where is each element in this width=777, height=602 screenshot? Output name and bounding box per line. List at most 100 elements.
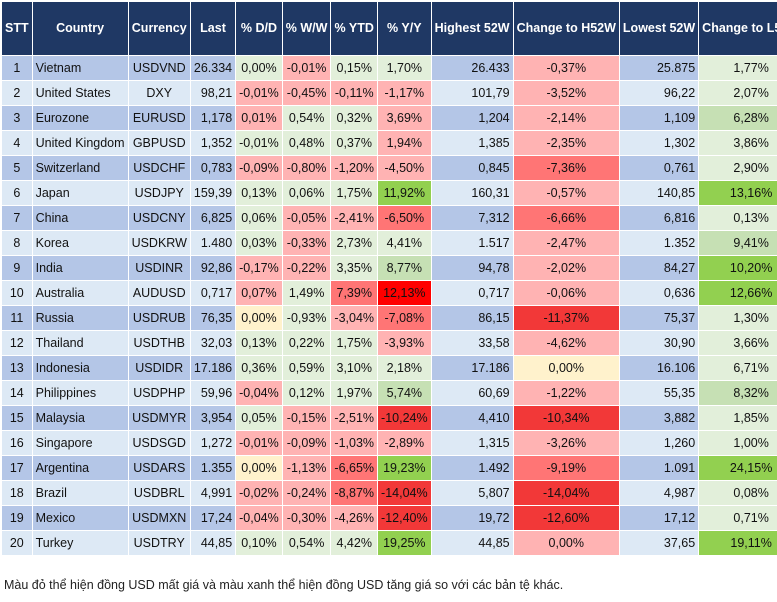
cell-last: 1.355 (189, 455, 237, 481)
cell-high: 60,69 (430, 380, 514, 406)
cell-ww: 0,06% (281, 180, 332, 206)
cell-last: 92,86 (189, 255, 237, 281)
cell-chh: -3,26% (512, 430, 620, 456)
cell-ww: 1,49% (281, 280, 332, 306)
cell-low: 6,816 (618, 205, 700, 231)
cell-stt: 11 (1, 305, 33, 331)
cell-country: Thailand (31, 330, 129, 356)
cell-yy: 5,74% (377, 380, 432, 406)
cell-high: 33,58 (430, 330, 514, 356)
cell-ww: -0,01% (281, 55, 332, 81)
cell-chh: -2,47% (512, 230, 620, 256)
cell-chh: -0,57% (512, 180, 620, 206)
cell-country: Vietnam (31, 55, 129, 81)
table-row: 12 Thailand USDTHB 32,03 0,13% 0,22% 1,75% -3,9… (1, 330, 777, 356)
cell-ytd: 3,10% (330, 355, 379, 381)
cell-low: 16.106 (618, 355, 700, 381)
cell-high: 86,15 (430, 305, 514, 331)
cell-yy: -1,17% (377, 80, 432, 106)
cell-country: Australia (31, 280, 129, 306)
cell-currency: USDRUB (127, 305, 191, 331)
cell-dd: -0,01% (235, 130, 283, 156)
cell-chl: 0,71% (698, 505, 777, 531)
cell-ytd: -8,87% (330, 480, 379, 506)
cell-currency: AUDUSD (127, 280, 191, 306)
cell-yy: 2,18% (377, 355, 432, 381)
cell-country: China (31, 205, 129, 231)
cell-high: 4,410 (430, 405, 514, 431)
cell-currency: USDSGD (127, 430, 191, 456)
cell-ytd: -2,51% (330, 405, 379, 431)
table-row: 17 Argentina USDARS 1.355 0,00% -1,13% -6,65% 1… (1, 455, 777, 481)
cell-ww: 0,54% (281, 530, 332, 556)
cell-currency: USDMXN (127, 505, 191, 531)
cell-currency: DXY (127, 80, 191, 106)
cell-dd: 0,05% (235, 405, 283, 431)
cell-yy: 3,69% (377, 105, 432, 131)
cell-stt: 12 (1, 330, 33, 356)
cell-high: 94,78 (430, 255, 514, 281)
cell-dd: 0,13% (235, 180, 283, 206)
cell-dd: 0,07% (235, 280, 283, 306)
cell-country: Brazil (31, 480, 129, 506)
cell-currency: USDTHB (127, 330, 191, 356)
cell-yy: -14,04% (377, 480, 432, 506)
cell-ww: 0,22% (281, 330, 332, 356)
cell-chl: 24,15% (698, 455, 777, 481)
cell-ytd: 1,97% (330, 380, 379, 406)
cell-chl: 6,28% (698, 105, 777, 131)
cell-currency: USDPHP (127, 380, 191, 406)
cell-last: 1,272 (189, 430, 237, 456)
cell-chl: 0,08% (698, 480, 777, 506)
cell-stt: 13 (1, 355, 33, 381)
cell-chh: -2,35% (512, 130, 620, 156)
cell-low: 4,987 (618, 480, 700, 506)
cell-country: Eurozone (31, 105, 129, 131)
cell-ytd: 4,42% (330, 530, 379, 556)
cell-stt: 1 (1, 55, 33, 81)
cell-chl: 2,90% (698, 155, 777, 181)
table-row: 8 Korea USDKRW 1.480 0,03% -0,33% 2,73% 4,41% 1.… (1, 230, 777, 256)
cell-chl: 1,30% (698, 305, 777, 331)
cell-last: 0,717 (189, 280, 237, 306)
cell-high: 7,312 (430, 205, 514, 231)
cell-ytd: -2,41% (330, 205, 379, 231)
cell-yy: -10,24% (377, 405, 432, 431)
cell-ww: -0,15% (281, 405, 332, 431)
cell-dd: 0,00% (235, 455, 283, 481)
cell-low: 1,109 (618, 105, 700, 131)
cell-chh: 0,00% (512, 355, 620, 381)
table-row: 5 Switzerland USDCHF 0,783 -0,09% -0,80% -1,20… (1, 155, 777, 181)
cell-dd: 0,06% (235, 205, 283, 231)
table-row: 6 Japan USDJPY 159,39 0,13% 0,06% 1,75% 11,92% 1… (1, 180, 777, 206)
cell-yy: 19,25% (377, 530, 432, 556)
cell-ytd: -0,11% (330, 80, 379, 106)
cell-chl: 1,00% (698, 430, 777, 456)
cell-stt: 8 (1, 230, 33, 256)
cell-country: Malaysia (31, 405, 129, 431)
cell-currency: GBPUSD (127, 130, 191, 156)
cell-dd: -0,17% (235, 255, 283, 281)
table-row: 19 Mexico USDMXN 17,24 -0,04% -0,30% -4,26% -12… (1, 505, 777, 531)
cell-ytd: 0,15% (330, 55, 379, 81)
cell-stt: 20 (1, 530, 33, 556)
column-header: % D/D (235, 1, 283, 56)
cell-dd: 0,13% (235, 330, 283, 356)
cell-stt: 19 (1, 505, 33, 531)
cell-ww: -0,93% (281, 305, 332, 331)
cell-chh: -10,34% (512, 405, 620, 431)
cell-high: 1,204 (430, 105, 514, 131)
cell-low: 96,22 (618, 80, 700, 106)
cell-country: Singapore (31, 430, 129, 456)
cell-chh: -6,66% (512, 205, 620, 231)
table-row: 7 China USDCNY 6,825 0,06% -0,05% -2,41% -6,50%… (1, 205, 777, 231)
cell-ytd: 3,35% (330, 255, 379, 281)
cell-dd: 0,03% (235, 230, 283, 256)
column-header: Change to H52W (512, 1, 620, 56)
cell-country: United Kingdom (31, 130, 129, 156)
cell-high: 0,717 (430, 280, 514, 306)
cell-last: 26.334 (189, 55, 237, 81)
cell-last: 0,783 (189, 155, 237, 181)
column-header: Country (31, 1, 129, 56)
cell-low: 0,636 (618, 280, 700, 306)
